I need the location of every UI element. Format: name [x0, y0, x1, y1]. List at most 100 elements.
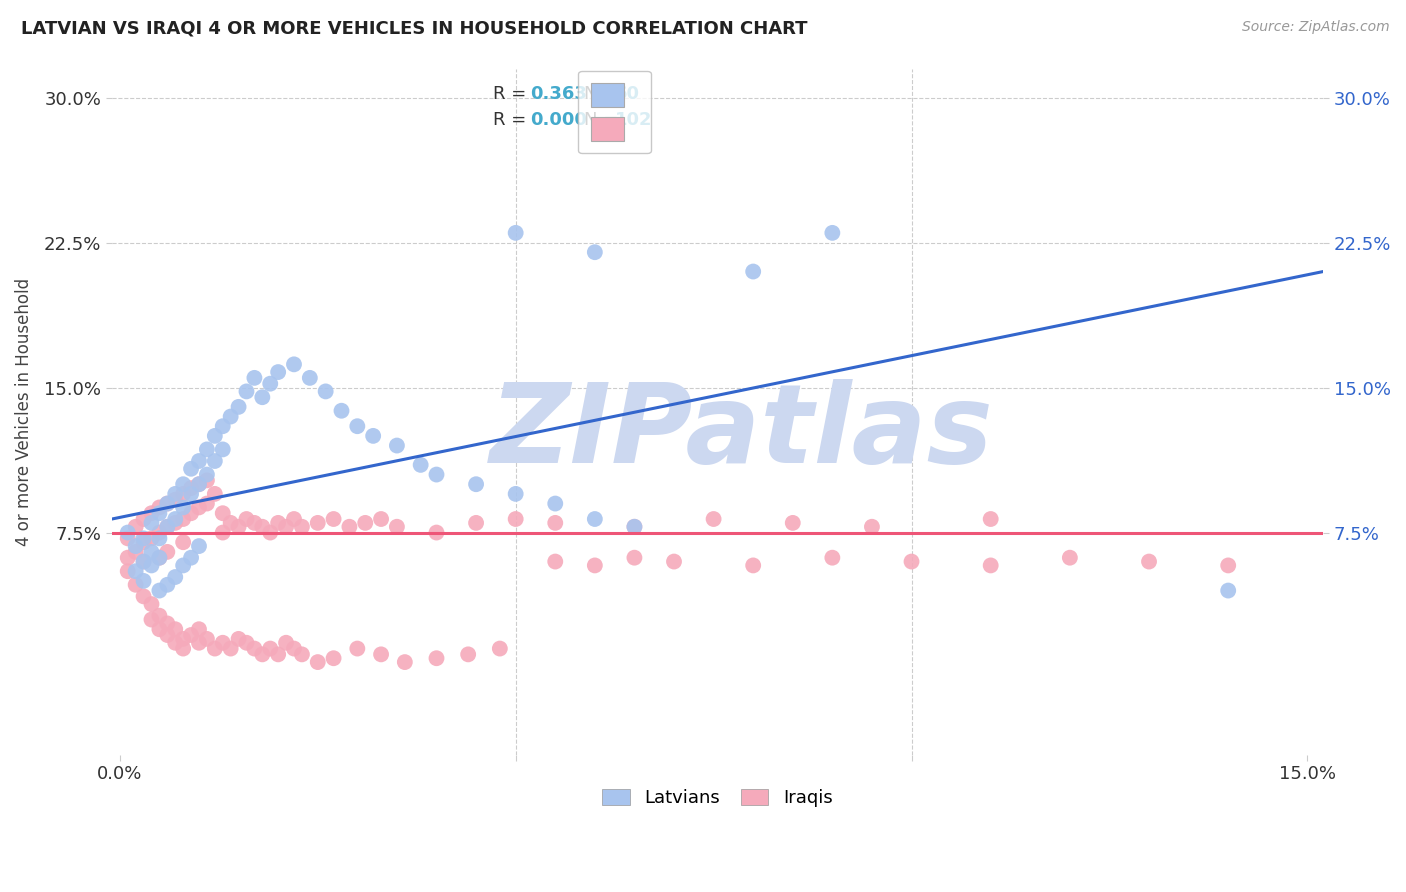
- Point: [425, 525, 447, 540]
- Point: [132, 590, 155, 604]
- Point: [117, 532, 139, 546]
- Point: [361, 429, 384, 443]
- Point: [228, 520, 250, 534]
- Point: [505, 487, 527, 501]
- Point: [394, 655, 416, 669]
- Point: [165, 622, 187, 636]
- Point: [267, 648, 290, 662]
- Point: [252, 390, 274, 404]
- Point: [188, 477, 211, 491]
- Point: [457, 648, 479, 662]
- Point: [172, 487, 194, 501]
- Point: [172, 535, 194, 549]
- Point: [204, 487, 226, 501]
- Point: [141, 532, 163, 546]
- Point: [283, 357, 305, 371]
- Point: [132, 532, 155, 546]
- Point: [172, 558, 194, 573]
- Point: [544, 516, 567, 530]
- Point: [283, 512, 305, 526]
- Point: [204, 454, 226, 468]
- Point: [544, 555, 567, 569]
- Point: [267, 365, 290, 379]
- Point: [148, 583, 170, 598]
- Point: [235, 384, 257, 399]
- Point: [228, 400, 250, 414]
- Point: [505, 512, 527, 526]
- Point: [742, 558, 765, 573]
- Legend: Latvians, Iraqis: Latvians, Iraqis: [595, 781, 839, 814]
- Point: [1218, 583, 1240, 598]
- Point: [782, 516, 804, 530]
- Point: [980, 512, 1002, 526]
- Point: [180, 506, 202, 520]
- Point: [165, 570, 187, 584]
- Point: [165, 492, 187, 507]
- Point: [322, 651, 344, 665]
- Point: [370, 512, 392, 526]
- Point: [124, 520, 146, 534]
- Point: [204, 429, 226, 443]
- Point: [465, 477, 488, 491]
- Point: [156, 497, 179, 511]
- Point: [188, 636, 211, 650]
- Point: [1059, 550, 1081, 565]
- Point: [1218, 558, 1240, 573]
- Point: [117, 564, 139, 578]
- Point: [165, 636, 187, 650]
- Point: [195, 497, 218, 511]
- Point: [354, 516, 377, 530]
- Point: [544, 497, 567, 511]
- Point: [141, 558, 163, 573]
- Point: [180, 487, 202, 501]
- Text: Source: ZipAtlas.com: Source: ZipAtlas.com: [1241, 20, 1389, 34]
- Point: [148, 506, 170, 520]
- Point: [188, 539, 211, 553]
- Text: N =: N =: [585, 86, 619, 103]
- Point: [465, 516, 488, 530]
- Point: [188, 454, 211, 468]
- Point: [148, 525, 170, 540]
- Point: [259, 376, 281, 391]
- Point: [243, 641, 266, 656]
- Point: [623, 550, 645, 565]
- Point: [148, 608, 170, 623]
- Point: [860, 520, 883, 534]
- Point: [252, 648, 274, 662]
- Point: [330, 403, 353, 417]
- Point: [141, 613, 163, 627]
- Point: [165, 487, 187, 501]
- Point: [274, 636, 297, 650]
- Point: [156, 545, 179, 559]
- Point: [259, 641, 281, 656]
- Point: [425, 651, 447, 665]
- Point: [385, 438, 408, 452]
- Point: [409, 458, 432, 472]
- Point: [211, 442, 233, 457]
- Point: [243, 371, 266, 385]
- Text: 102: 102: [614, 111, 652, 128]
- Point: [117, 550, 139, 565]
- Point: [307, 516, 329, 530]
- Point: [219, 409, 242, 424]
- Point: [141, 516, 163, 530]
- Point: [180, 481, 202, 495]
- Point: [235, 512, 257, 526]
- Point: [132, 535, 155, 549]
- Point: [211, 636, 233, 650]
- Point: [211, 525, 233, 540]
- Point: [274, 520, 297, 534]
- Point: [132, 512, 155, 526]
- Text: R =: R =: [494, 111, 527, 128]
- Point: [148, 550, 170, 565]
- Point: [117, 525, 139, 540]
- Point: [243, 516, 266, 530]
- Text: N =: N =: [585, 111, 619, 128]
- Text: ZIPatlas: ZIPatlas: [489, 379, 994, 486]
- Text: 0.000: 0.000: [530, 111, 586, 128]
- Text: 60: 60: [614, 86, 640, 103]
- Point: [124, 564, 146, 578]
- Point: [165, 516, 187, 530]
- Point: [211, 419, 233, 434]
- Text: 0.363: 0.363: [530, 86, 586, 103]
